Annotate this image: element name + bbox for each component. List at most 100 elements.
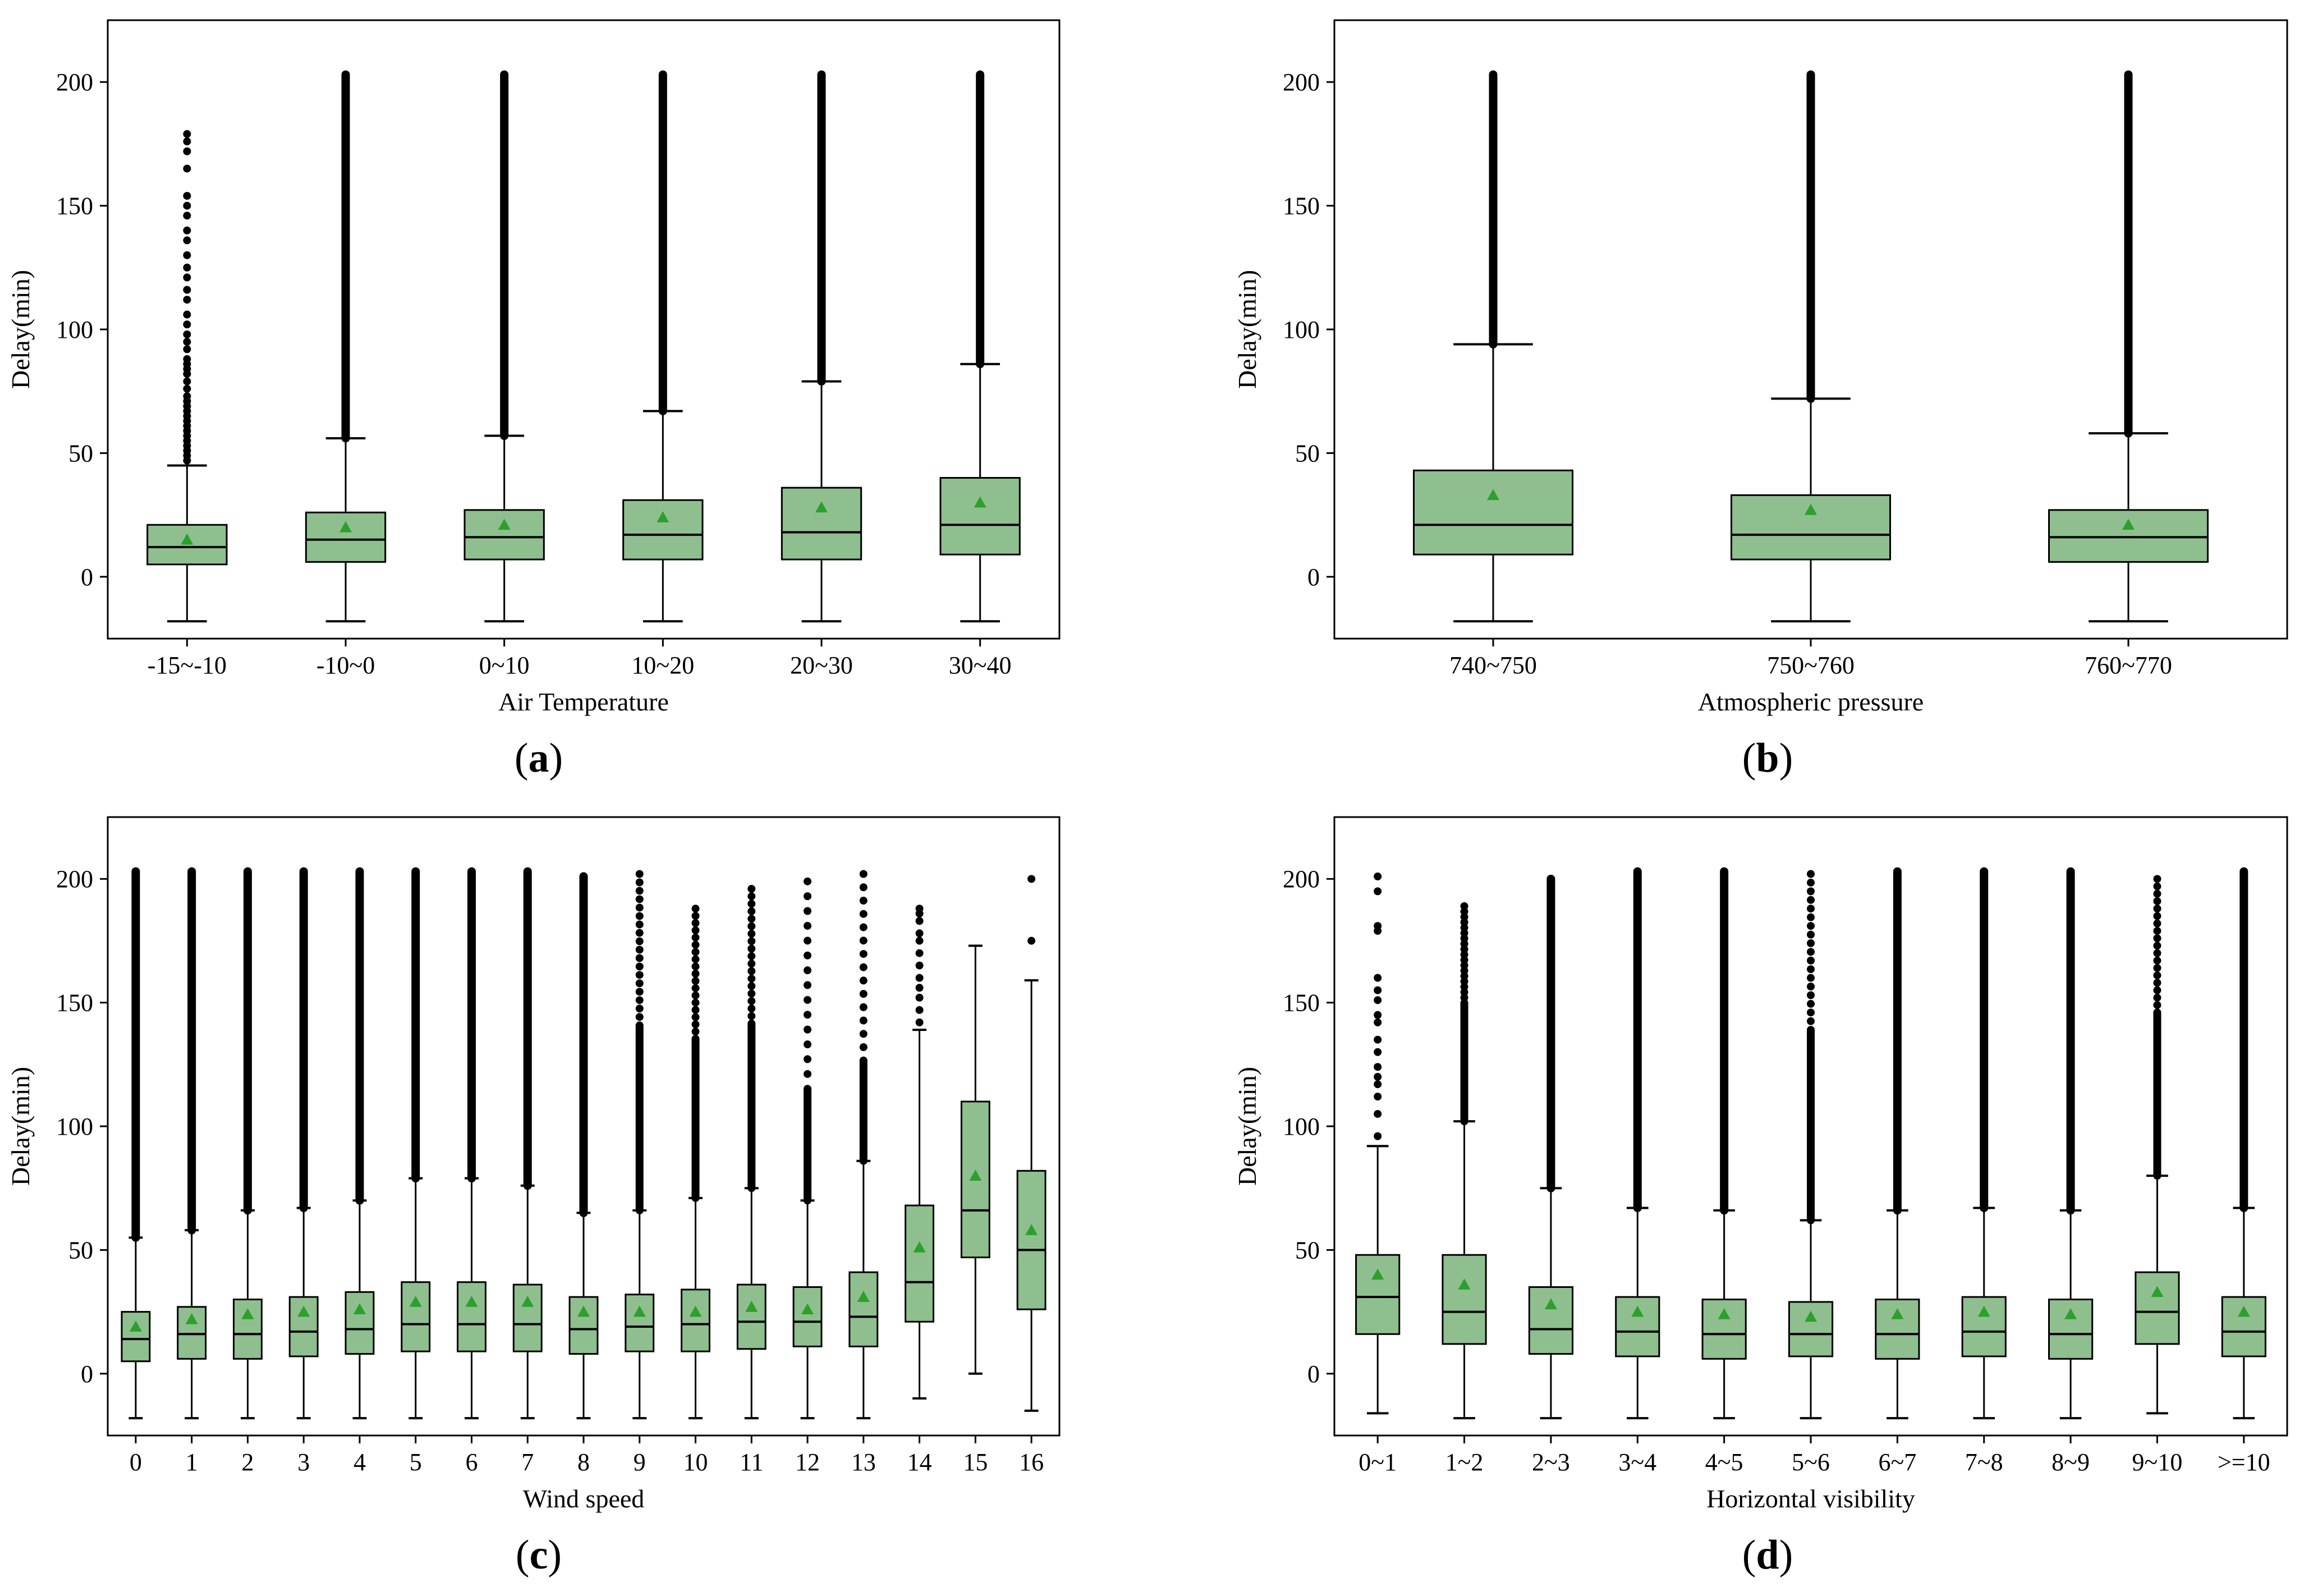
outlier-point: [635, 946, 644, 954]
mean-marker: [297, 1305, 310, 1317]
outlier-point: [915, 984, 924, 992]
mean-marker: [1631, 1305, 1644, 1317]
x-tick-label: 1~2: [1445, 1448, 1484, 1476]
outlier-point: [183, 212, 191, 220]
outlier-point: [1807, 991, 1815, 999]
box-c-16: [1016, 875, 1047, 1412]
outlier-point: [183, 286, 191, 294]
mean-marker: [1544, 1298, 1557, 1310]
panel-caption: (c): [516, 1532, 562, 1578]
outlier-point: [183, 377, 191, 386]
x-axis-label: Air Temperature: [498, 687, 669, 716]
box-c-4: [345, 867, 375, 1420]
outlier-point: [1374, 921, 1382, 930]
x-tick-label: 12: [795, 1448, 820, 1476]
y-tick-label: 50: [68, 439, 93, 467]
x-tick-label: 3: [297, 1448, 310, 1476]
y-tick-label: 100: [56, 1113, 93, 1140]
outlier-point: [804, 937, 812, 945]
outlier-point: [691, 941, 700, 949]
iqr-box: [1413, 469, 1573, 556]
outlier-point: [1374, 1063, 1382, 1071]
x-axis-label: Atmospheric pressure: [1698, 687, 1924, 716]
box-c-7: [512, 867, 543, 1420]
outlier-point: [1460, 924, 1468, 932]
box-c-1: [177, 867, 207, 1420]
caption-letter: c: [530, 1532, 548, 1578]
box-d-4: [1701, 867, 1747, 1420]
outlier-point: [183, 392, 191, 401]
outlier-point: [2153, 949, 2161, 957]
outlier-point: [691, 991, 700, 999]
outlier-point: [1374, 872, 1382, 880]
outlier-point: [1460, 966, 1468, 975]
mean-marker: [1718, 1308, 1731, 1319]
y-tick-label: 50: [68, 1236, 93, 1264]
y-tick-label: 0: [81, 563, 93, 591]
outlier-point: [2153, 912, 2161, 920]
mean-marker: [1977, 1305, 1990, 1317]
box-c-11: [736, 884, 767, 1420]
x-tick-label: 1: [186, 1448, 198, 1476]
outlier-point: [1460, 939, 1468, 948]
outlier-point: [1807, 982, 1815, 990]
outlier-point: [2153, 897, 2161, 905]
outlier-point: [747, 997, 756, 1005]
x-tick-label: 740~750: [1449, 652, 1537, 679]
outlier-point: [2153, 986, 2161, 994]
outlier-point: [635, 887, 644, 895]
outlier-point: [691, 1006, 700, 1014]
y-tick-label: 200: [1283, 865, 1320, 893]
x-tick-label: 0~1: [1358, 1448, 1397, 1476]
box-c-13: [848, 870, 879, 1420]
box-a-2: [463, 70, 545, 623]
box-c-10: [681, 905, 710, 1420]
box-d-1: [1442, 902, 1487, 1420]
box-c-9: [625, 870, 655, 1420]
outlier-point: [1374, 1048, 1382, 1056]
y-tick-label: 0: [1307, 1360, 1320, 1388]
outlier-point: [859, 963, 868, 971]
outlier-point: [1374, 1093, 1382, 1101]
outlier-point: [859, 990, 868, 998]
outlier-point: [859, 870, 868, 878]
outlier-point: [1374, 1035, 1382, 1044]
outlier-point: [635, 920, 644, 929]
outlier-point: [747, 884, 756, 893]
x-tick-label: 20~30: [790, 652, 853, 679]
caption-paren: ): [1779, 735, 1793, 781]
outlier-point: [747, 922, 756, 930]
outlier-point: [1460, 934, 1468, 943]
mean-marker: [2237, 1305, 2250, 1317]
outlier-point: [915, 974, 924, 982]
mean-marker: [2064, 1308, 2077, 1319]
outlier-point: [635, 954, 644, 962]
outlier-point: [1027, 875, 1036, 883]
y-tick-label: 0: [1307, 563, 1320, 591]
box-a-0: [146, 130, 228, 623]
outlier-point: [635, 929, 644, 937]
mean-marker: [1805, 1310, 1817, 1322]
outlier-point: [635, 878, 644, 887]
box-d-5: [1788, 870, 1834, 1420]
mean-marker: [409, 1295, 422, 1307]
outlier-point: [915, 1018, 924, 1026]
y-tick-label: 150: [1283, 989, 1320, 1017]
mean-marker: [913, 1241, 926, 1253]
outlier-point: [804, 966, 812, 975]
x-tick-label: 14: [907, 1448, 932, 1476]
outlier-point: [1807, 896, 1815, 904]
outlier-point: [1374, 986, 1382, 994]
outlier-point: [804, 1025, 812, 1034]
x-tick-label: -15~-10: [148, 652, 227, 679]
iqr-box: [457, 1281, 486, 1352]
x-tick-label: -10~0: [316, 652, 375, 679]
outlier-point: [804, 921, 812, 930]
outlier-point: [691, 926, 700, 934]
outlier-point: [691, 948, 700, 956]
iqr-box: [905, 1204, 935, 1323]
y-tick-label: 200: [56, 68, 93, 96]
box-d-0: [1355, 872, 1401, 1415]
outlier-point: [859, 1003, 868, 1011]
outlier-point: [1374, 1011, 1382, 1019]
